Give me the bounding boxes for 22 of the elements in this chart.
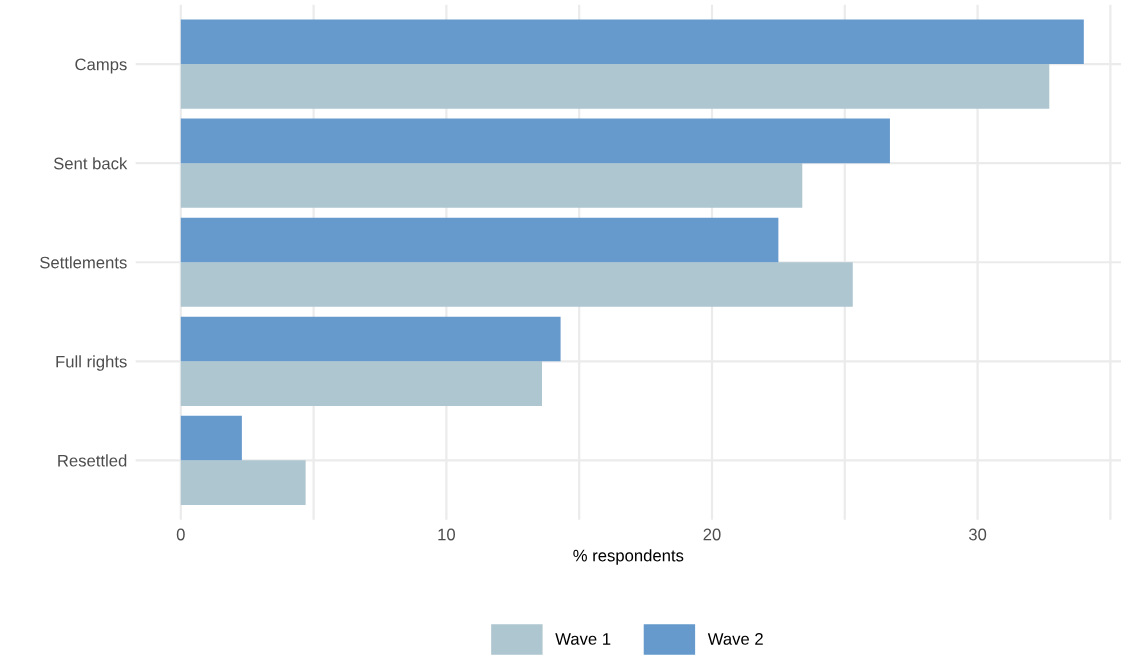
bar (180, 361, 542, 406)
y-tick-label: Resettled (58, 454, 127, 467)
legend-label: Wave 1 (555, 633, 611, 645)
y-tick-label: Sent back (53, 157, 128, 170)
y-tick-label: Camps (75, 58, 127, 74)
bar (180, 217, 779, 263)
bar (180, 460, 306, 505)
bar (180, 262, 853, 307)
x-axis-title: % respondents (573, 549, 684, 565)
bar (180, 64, 1050, 109)
bar (180, 316, 561, 362)
x-tick-label: 0 (176, 528, 185, 541)
y-tick-label: Full rights (56, 355, 127, 371)
bar (180, 19, 1084, 65)
x-tick-label: 30 (968, 528, 987, 541)
bar (180, 118, 890, 164)
legend-label: Wave 2 (707, 633, 763, 645)
x-tick-label: 10 (438, 528, 456, 541)
y-tick-label: Settlements (40, 256, 127, 269)
bar (180, 163, 803, 208)
bar (180, 415, 242, 461)
x-tick-label: 20 (703, 528, 721, 541)
